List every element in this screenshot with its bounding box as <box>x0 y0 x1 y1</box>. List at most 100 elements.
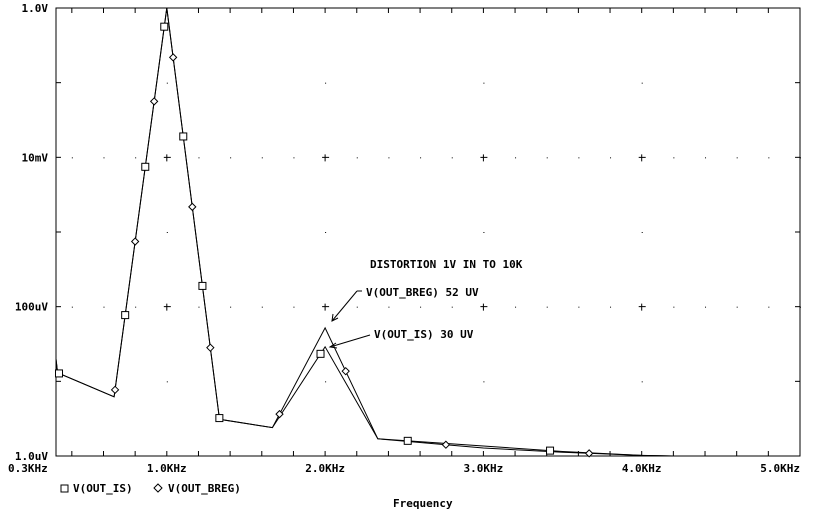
y-tick-label: 10mV <box>22 151 49 164</box>
square-marker <box>55 369 64 378</box>
grid-plus <box>480 303 488 311</box>
grid-dot <box>705 306 707 308</box>
grid-plus <box>638 303 646 311</box>
grid-plus <box>322 303 330 311</box>
x-axis-label: Frequency <box>393 497 453 510</box>
grid-dot <box>103 157 105 159</box>
annotation-is: V(OUT_IS) 30 UV <box>374 328 474 341</box>
grid-dot <box>673 306 675 308</box>
grid-dot <box>736 306 738 308</box>
grid <box>71 82 801 383</box>
grid-dot <box>768 157 770 159</box>
y-tick-label: 1.0uV <box>15 450 48 463</box>
x-tick-label: 2.0KHz <box>305 462 345 475</box>
diamond-marker <box>149 97 159 106</box>
square-marker <box>198 281 207 290</box>
grid-dot <box>641 82 643 84</box>
grid-dot <box>736 157 738 159</box>
trace-v-out-is <box>55 7 674 457</box>
grid-dot <box>198 306 200 308</box>
x-tick-label: 0.3KHz <box>8 462 48 475</box>
grid-dot <box>546 306 548 308</box>
diamond-marker <box>275 409 284 419</box>
legend: V(OUT_IS) V(OUT_BREG) <box>60 482 241 495</box>
grid-dot <box>293 306 295 308</box>
grid-dot <box>230 306 232 308</box>
square-marker <box>141 162 150 171</box>
square-marker <box>546 446 555 455</box>
grid-dot <box>388 306 390 308</box>
x-tick-label: 5.0KHz <box>760 462 800 475</box>
grid-dot <box>230 157 232 159</box>
diamond-marker <box>341 366 350 376</box>
grid-dot <box>610 306 612 308</box>
grid-dot <box>515 157 517 159</box>
square-marker <box>316 349 325 358</box>
grid-dot <box>166 232 168 233</box>
grid-plus <box>163 303 171 311</box>
grid-dot <box>325 381 327 383</box>
y-tick-label: 100uV <box>15 301 48 314</box>
grid-plus <box>638 154 646 162</box>
grid-dot <box>325 82 327 84</box>
legend-square-icon <box>60 484 69 493</box>
grid-dot <box>420 157 422 159</box>
trace-v-out-breg <box>55 7 674 457</box>
grid-dot <box>515 306 517 308</box>
square-marker <box>160 22 169 31</box>
legend-is-label: V(OUT_IS) <box>73 482 133 495</box>
grid-dot <box>166 82 168 84</box>
legend-diamond-icon <box>153 483 163 493</box>
annotation-is-arrow <box>328 334 371 349</box>
grid-dot <box>641 381 643 383</box>
grid-dot <box>483 232 485 233</box>
grid-dot <box>483 82 485 84</box>
grid-dot <box>261 306 263 308</box>
grid-dot <box>166 381 168 383</box>
diamond-marker <box>188 202 197 212</box>
grid-dot <box>768 306 770 308</box>
grid-plus <box>163 154 171 162</box>
traces <box>55 7 674 457</box>
annotation-title: DISTORTION 1V IN TO 10K <box>370 258 523 271</box>
grid-dot <box>451 157 453 159</box>
grid-dot <box>325 232 327 233</box>
grid-dot <box>356 157 358 159</box>
grid-dot <box>483 381 485 383</box>
grid-dot <box>641 232 643 233</box>
grid-plus <box>322 154 330 162</box>
axes <box>55 7 801 457</box>
grid-dot <box>420 306 422 308</box>
grid-dot <box>546 157 548 159</box>
grid-dot <box>578 157 580 159</box>
square-marker <box>215 414 224 423</box>
x-tick-label: 4.0KHz <box>622 462 662 475</box>
diamond-marker <box>130 237 140 246</box>
grid-dot <box>388 157 390 159</box>
x-tick-label: 3.0KHz <box>464 462 504 475</box>
diamond-marker <box>441 440 451 449</box>
diamond-marker <box>584 449 594 458</box>
square-marker <box>121 311 130 320</box>
grid-dot <box>198 157 200 159</box>
grid-dot <box>610 157 612 159</box>
tick-labels: 0.3KHz 1.0KHz 2.0KHz 3.0KHz 4.0KHz 5.0KHz 1.0V… <box>8 2 800 475</box>
grid-dot <box>451 306 453 308</box>
markers <box>55 22 594 458</box>
grid-dot <box>578 306 580 308</box>
grid-plus <box>480 154 488 162</box>
grid-dot <box>135 306 137 308</box>
grid-dot <box>293 157 295 159</box>
annotation-breg: V(OUT_BREG) 52 UV <box>366 286 479 299</box>
annotation-breg-arrow <box>331 290 362 322</box>
grid-dot <box>673 157 675 159</box>
x-tick-label: 1.0KHz <box>147 462 187 475</box>
square-marker <box>403 436 412 445</box>
legend-breg-label: V(OUT_BREG) <box>168 482 241 495</box>
grid-dot <box>103 306 105 308</box>
square-marker <box>179 132 188 141</box>
y-tick-label: 1.0V <box>22 2 49 15</box>
diamond-marker <box>168 53 178 62</box>
grid-dot <box>705 157 707 159</box>
